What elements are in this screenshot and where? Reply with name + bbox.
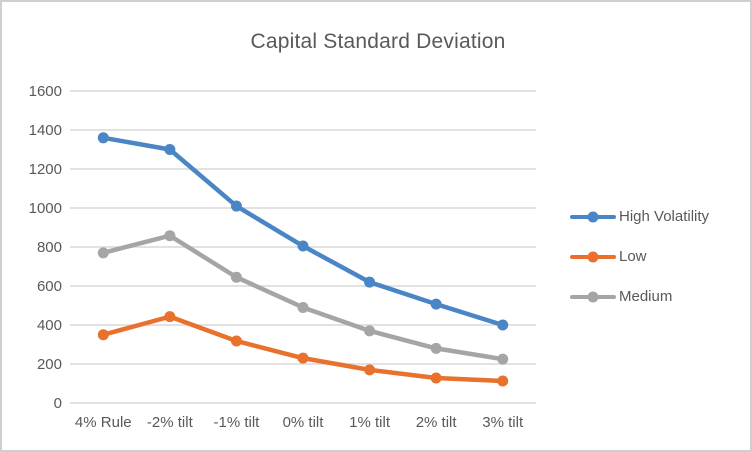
series-marker-high-volatility <box>297 240 309 252</box>
y-tick-label: 1400 <box>29 122 62 139</box>
series-marker-low <box>297 352 309 364</box>
x-tick-label: -1% tilt <box>214 414 261 431</box>
series-marker-high-volatility <box>430 298 442 310</box>
y-tick-label: 400 <box>37 317 62 334</box>
legend-label: Medium <box>619 288 673 305</box>
x-tick-label: 4% Rule <box>75 414 132 431</box>
series-marker-high-volatility <box>230 200 242 212</box>
x-tick-label: 0% tilt <box>283 414 325 431</box>
y-tick-label: 1600 <box>29 83 62 100</box>
y-tick-label: 1000 <box>29 200 62 217</box>
series-marker-medium <box>164 230 176 242</box>
series-marker-medium <box>497 353 509 365</box>
series-marker-high-volatility <box>97 132 109 144</box>
legend-line-marker-icon <box>570 251 616 262</box>
series-marker-low <box>164 311 176 323</box>
legend-item-high-volatility: High Volatility <box>570 208 709 225</box>
chart-title: Capital Standard Deviation <box>250 30 506 53</box>
legend-line-marker-icon <box>570 211 616 222</box>
x-tick-label: -2% tilt <box>147 414 194 431</box>
series-marker-medium <box>297 301 309 313</box>
legend-item-low: Low <box>570 248 709 265</box>
series-line-high-volatility <box>101 135 505 328</box>
legend: High Volatility Low Medium <box>570 208 709 305</box>
series-marker-medium <box>230 271 242 283</box>
series-marker-medium <box>364 325 376 337</box>
series-marker-low <box>497 375 509 387</box>
series-marker-low <box>430 372 442 384</box>
series-marker-low <box>230 335 242 347</box>
legend-label: High Volatility <box>619 208 710 225</box>
legend-line-marker-icon <box>570 291 616 302</box>
series-marker-low <box>364 364 376 376</box>
x-tick-label: 3% tilt <box>482 414 524 431</box>
series-marker-high-volatility <box>497 319 509 331</box>
x-tick-label: 2% tilt <box>416 414 458 431</box>
series-marker-medium <box>430 342 442 354</box>
y-tick-label: 600 <box>37 278 62 295</box>
y-tick-label: 200 <box>37 356 62 373</box>
series-line-medium <box>101 233 505 362</box>
series-marker-high-volatility <box>164 144 176 155</box>
series-marker-high-volatility <box>364 276 376 288</box>
x-tick-label: 1% tilt <box>349 414 391 431</box>
y-tick-label: 0 <box>54 395 62 412</box>
y-tick-label: 800 <box>37 239 62 256</box>
legend-item-medium: Medium <box>570 288 709 305</box>
y-tick-label: 1200 <box>29 161 62 178</box>
series-marker-medium <box>97 247 109 259</box>
legend-label: Low <box>619 248 647 265</box>
series-marker-low <box>97 329 109 341</box>
